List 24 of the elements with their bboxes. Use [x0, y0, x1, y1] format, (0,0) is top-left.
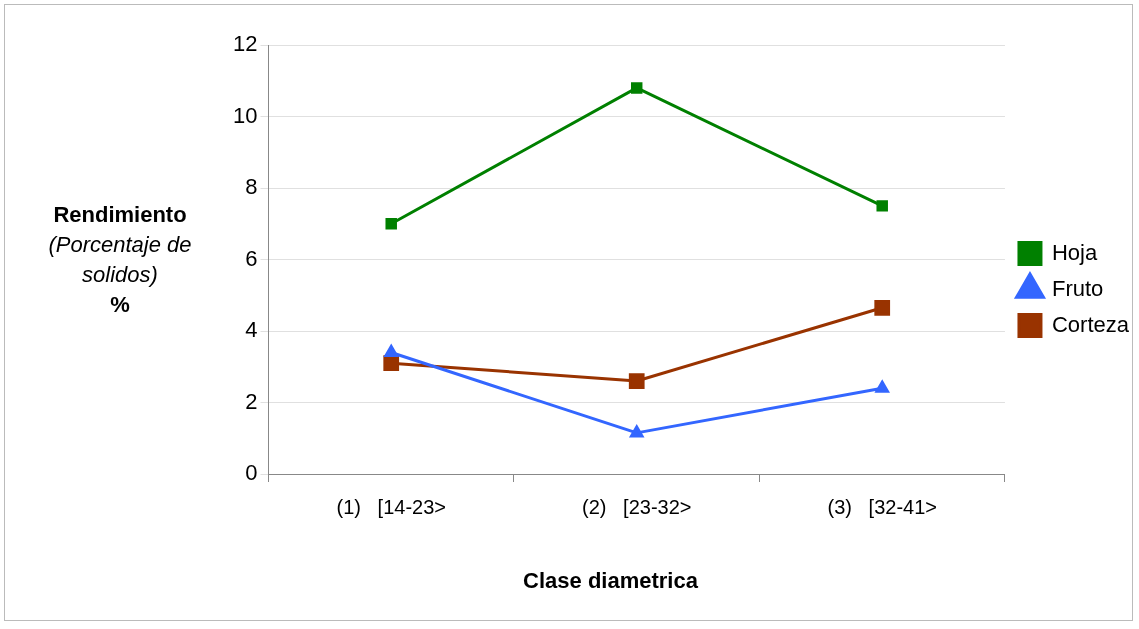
- y-tick-label: 2: [245, 388, 258, 414]
- x-tick-label: (3) [32-41>: [827, 495, 937, 518]
- point: [385, 218, 397, 230]
- point: [876, 200, 888, 212]
- point: [628, 373, 645, 389]
- y-tick-label: 4: [245, 317, 258, 343]
- legend-label: Fruto: [1051, 275, 1104, 301]
- point: [383, 355, 400, 372]
- y-tick-label: 8: [245, 174, 258, 200]
- point: [874, 299, 891, 316]
- y-tick-label: 6: [245, 245, 258, 271]
- point: [630, 425, 644, 438]
- point: [630, 82, 643, 94]
- y-tick-label: 0: [245, 460, 258, 486]
- y-tick-label: 12: [232, 31, 258, 57]
- y-tick-label: 10: [232, 102, 258, 128]
- point: [384, 344, 398, 357]
- x-axis-title: Clase diametrica: [522, 568, 699, 594]
- y-axis-title: Rendimiento (Porcentaje de solidos) %: [47, 201, 193, 319]
- x-tick-label: (2) [23-32>: [581, 495, 692, 518]
- legend-label: Corteza: [1051, 311, 1130, 337]
- point: [875, 380, 889, 393]
- legend-label: Hoja: [1051, 239, 1098, 265]
- x-tick-label: (1) [14-23>: [336, 495, 446, 518]
